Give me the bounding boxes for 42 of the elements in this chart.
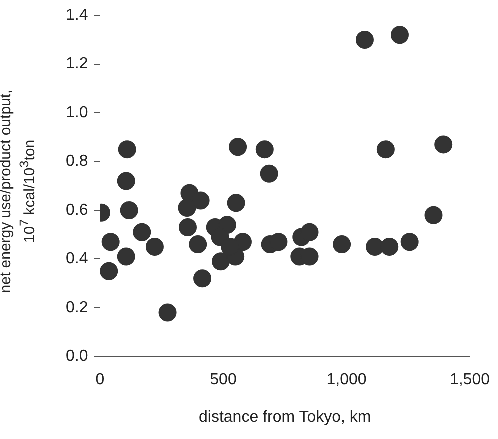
- point: [100, 262, 118, 280]
- y-tick-label: 0.2: [66, 299, 88, 316]
- point: [158, 304, 177, 322]
- point: [434, 136, 453, 154]
- point: [356, 30, 374, 49]
- point: [178, 199, 196, 218]
- point: [366, 238, 384, 256]
- point: [390, 26, 409, 44]
- point: [102, 233, 120, 252]
- x-tick-label: 0: [96, 372, 105, 389]
- point: [256, 140, 274, 159]
- y-tick-label: 0.4: [66, 250, 88, 268]
- point: [189, 236, 208, 254]
- point: [212, 252, 230, 271]
- point: [120, 201, 138, 220]
- point: [194, 270, 212, 288]
- point: [133, 223, 152, 242]
- y-tick-label: 1.2: [66, 56, 88, 73]
- y-tick-label: 0.6: [66, 202, 88, 219]
- point: [260, 164, 278, 183]
- point: [117, 172, 136, 190]
- y-tick-label: 1.0: [66, 104, 88, 122]
- point: [146, 238, 164, 256]
- point: [376, 140, 395, 159]
- y-tick-label: 1.4: [66, 7, 88, 24]
- point: [178, 218, 197, 237]
- point: [333, 236, 352, 254]
- x-axis-title: distance from Tokyo, km: [199, 408, 372, 426]
- y-tick-label: 0.8: [66, 153, 88, 170]
- point: [300, 223, 319, 242]
- point: [424, 206, 443, 224]
- point: [229, 138, 248, 156]
- x-tick-label: 1,500: [450, 372, 490, 389]
- point: [117, 248, 136, 266]
- point: [227, 194, 246, 212]
- point: [118, 140, 136, 159]
- y-tick-label: 0.0: [66, 348, 88, 366]
- x-tick-label: 1,000: [326, 372, 367, 389]
- x-tick-label: 500: [210, 372, 237, 389]
- point: [192, 192, 210, 210]
- point: [380, 238, 399, 256]
- point: [400, 233, 419, 252]
